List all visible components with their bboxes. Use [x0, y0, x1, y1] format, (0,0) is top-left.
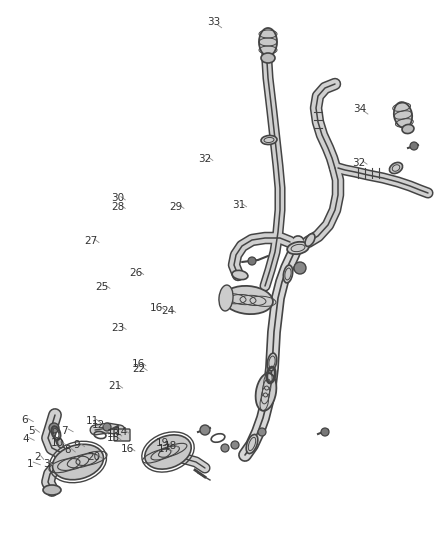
Text: 4: 4	[22, 434, 29, 444]
Ellipse shape	[259, 28, 277, 56]
Text: 19: 19	[156, 439, 170, 448]
Ellipse shape	[43, 485, 61, 495]
Circle shape	[321, 428, 329, 436]
Circle shape	[103, 423, 111, 431]
Text: 23: 23	[112, 323, 125, 333]
Ellipse shape	[267, 353, 277, 371]
Ellipse shape	[305, 233, 315, 246]
Ellipse shape	[402, 124, 414, 134]
Text: 5: 5	[28, 426, 35, 435]
Text: 3: 3	[42, 459, 49, 469]
Text: 10: 10	[50, 439, 64, 448]
Text: 7: 7	[61, 426, 68, 435]
Circle shape	[200, 425, 210, 435]
Circle shape	[49, 423, 59, 433]
Text: 24: 24	[161, 306, 174, 316]
Ellipse shape	[287, 242, 309, 254]
Text: 15: 15	[106, 433, 120, 443]
Text: 2: 2	[34, 453, 41, 462]
Ellipse shape	[261, 135, 277, 144]
Text: 18: 18	[164, 441, 177, 451]
Text: 6: 6	[21, 415, 28, 425]
Ellipse shape	[57, 438, 64, 448]
Text: 32: 32	[353, 158, 366, 167]
Ellipse shape	[219, 285, 233, 311]
Text: 27: 27	[85, 236, 98, 246]
Text: 14: 14	[115, 427, 128, 437]
Text: 22: 22	[133, 364, 146, 374]
Ellipse shape	[389, 163, 403, 174]
Text: 16: 16	[150, 303, 163, 313]
Ellipse shape	[261, 53, 275, 63]
Ellipse shape	[283, 265, 293, 283]
Ellipse shape	[53, 444, 103, 480]
Text: 21: 21	[108, 382, 121, 391]
Text: 1: 1	[26, 459, 33, 469]
Text: 16: 16	[131, 359, 145, 369]
Text: 28: 28	[111, 202, 124, 212]
Text: 26: 26	[129, 268, 142, 278]
Text: 33: 33	[207, 18, 220, 27]
Text: 32: 32	[198, 154, 212, 164]
Ellipse shape	[256, 373, 276, 411]
Circle shape	[294, 262, 306, 274]
Text: 9: 9	[73, 440, 80, 450]
Text: 11: 11	[86, 416, 99, 426]
Text: 34: 34	[353, 104, 367, 114]
Text: 31: 31	[232, 200, 245, 210]
Ellipse shape	[223, 286, 273, 314]
Text: 12: 12	[92, 421, 105, 430]
Circle shape	[258, 428, 266, 436]
FancyBboxPatch shape	[114, 429, 130, 441]
Text: 17: 17	[158, 445, 171, 454]
Ellipse shape	[394, 102, 412, 128]
Ellipse shape	[232, 270, 248, 280]
Text: 30: 30	[111, 193, 124, 203]
Text: 13: 13	[107, 430, 120, 439]
Text: 16: 16	[120, 445, 134, 454]
Text: 25: 25	[95, 282, 109, 292]
Circle shape	[231, 441, 239, 449]
Ellipse shape	[246, 434, 258, 454]
Circle shape	[221, 444, 229, 452]
Circle shape	[410, 142, 418, 150]
Text: 29: 29	[170, 202, 183, 212]
Ellipse shape	[145, 435, 191, 469]
Text: 8: 8	[64, 446, 71, 455]
Text: 20: 20	[87, 452, 100, 462]
Circle shape	[248, 257, 256, 265]
